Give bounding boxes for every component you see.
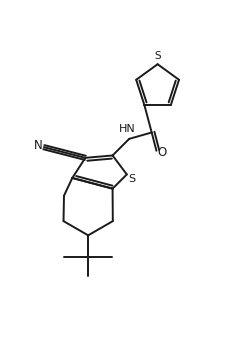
Text: S: S [154,51,161,61]
Text: HN: HN [118,124,135,134]
Text: O: O [157,146,166,159]
Text: S: S [128,174,136,184]
Text: N: N [34,140,43,152]
